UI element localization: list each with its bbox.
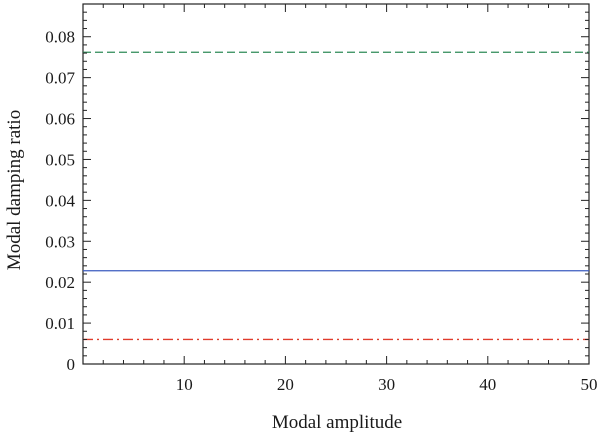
x-axis-label: Modal amplitude (272, 412, 402, 433)
x-tick-label: 50 (581, 375, 598, 394)
y-tick-label: 0.01 (45, 314, 75, 333)
y-axis-label: Modal damping ratio (4, 110, 25, 270)
y-tick-label: 0.02 (45, 273, 75, 292)
y-tick-label: 0.03 (45, 232, 75, 251)
x-tick-label: 40 (479, 375, 496, 394)
x-tick-label: 20 (277, 375, 294, 394)
y-tick-label: 0 (67, 355, 76, 374)
x-tick-label: 30 (378, 375, 395, 394)
y-tick-label: 0.05 (45, 150, 75, 169)
plot-frame-box (82, 3, 590, 365)
y-tick-label: 0.06 (45, 110, 75, 129)
y-tick-label: 0.04 (45, 191, 75, 210)
y-tick-label: 0.07 (45, 69, 75, 88)
x-tick-label: 10 (176, 375, 193, 394)
y-tick-label: 0.08 (45, 28, 75, 47)
